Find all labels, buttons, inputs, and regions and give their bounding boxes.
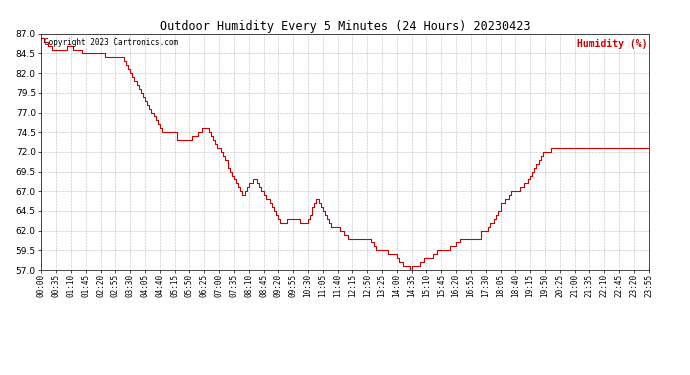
Text: Copyright 2023 Cartronics.com: Copyright 2023 Cartronics.com [44, 39, 179, 48]
Title: Outdoor Humidity Every 5 Minutes (24 Hours) 20230423: Outdoor Humidity Every 5 Minutes (24 Hou… [160, 20, 530, 33]
Text: Humidity (%): Humidity (%) [577, 39, 647, 48]
